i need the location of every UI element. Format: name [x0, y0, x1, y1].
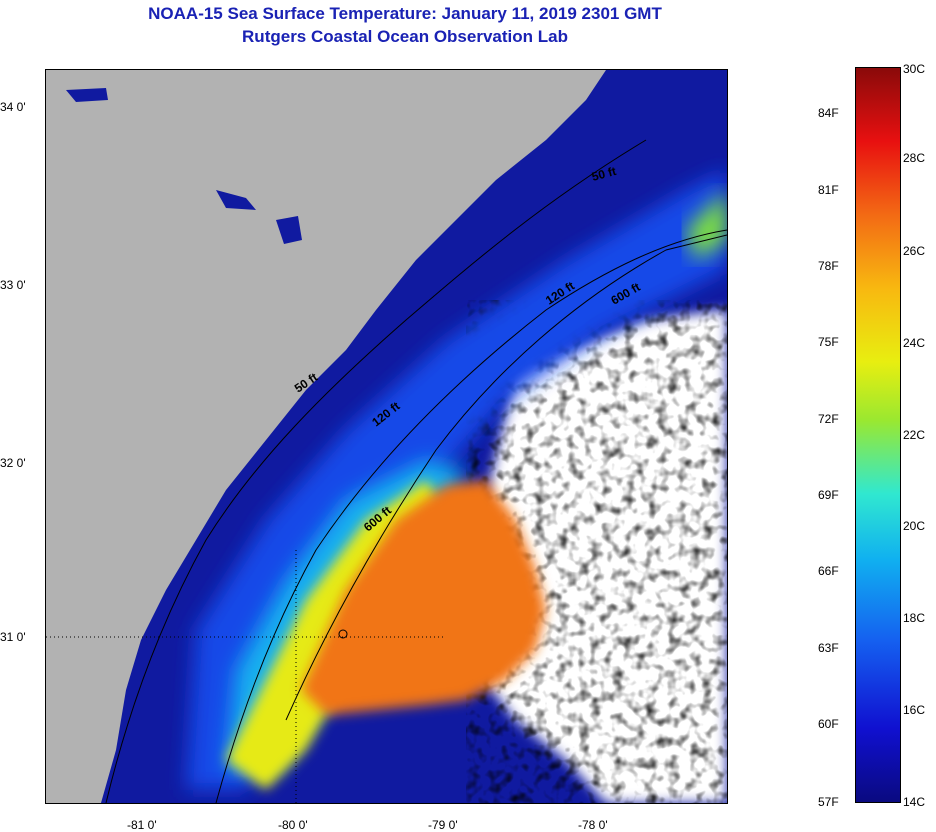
lat-label-31: 31 0': [0, 630, 26, 644]
lon-label-81: -81 0': [127, 818, 157, 832]
station-marker: [338, 629, 348, 639]
isobath-label: 50 ft: [590, 164, 617, 184]
graticule: [46, 550, 446, 803]
sst-map-canvas: 50 ft 120 ft 600 ft 50 ft 120 ft 600 ft: [46, 70, 727, 803]
colorbar-label-f: 60F: [818, 717, 839, 731]
colorbar: [855, 67, 901, 803]
map-title: NOAA-15 Sea Surface Temperature: January…: [148, 4, 662, 23]
colorbar-label-c: 26C: [903, 244, 926, 258]
colorbar-label-f: 78F: [818, 259, 839, 273]
colorbar-label-f: 72F: [818, 412, 839, 426]
colorbar-label-c: 16C: [903, 703, 926, 717]
colorbar-label-f: 69F: [818, 488, 839, 502]
colorbar-label-f: 81F: [818, 183, 839, 197]
colorbar-label-c: 14C: [903, 795, 926, 809]
colorbar-label-c: 28C: [903, 151, 926, 165]
colorbar-label-f: 63F: [818, 641, 839, 655]
lon-label-79: -79 0': [428, 818, 458, 832]
colorbar-label-c: 24C: [903, 336, 926, 350]
colorbar-label-c: 20C: [903, 519, 926, 533]
colorbar-label-c: 22C: [903, 428, 926, 442]
lat-label-32: 32 0': [0, 456, 26, 470]
colorbar-label-f: 75F: [818, 335, 839, 349]
land-mass: [46, 70, 606, 803]
lon-label-80: -80 0': [278, 818, 308, 832]
lat-label-34: 34 0': [0, 100, 26, 114]
sst-map: 50 ft 120 ft 600 ft 50 ft 120 ft 600 ft: [45, 69, 728, 804]
isobath-600ft: [285, 234, 727, 721]
sst-band-orange: [301, 480, 546, 715]
colorbar-label-f: 66F: [818, 564, 839, 578]
map-subtitle: Rutgers Coastal Ocean Observation Lab: [242, 27, 568, 46]
colorbar-gradient: [856, 68, 900, 802]
lat-label-33: 33 0': [0, 278, 26, 292]
colorbar-label-f: 84F: [818, 106, 839, 120]
isobath-120ft: [215, 229, 727, 803]
colorbar-label-c: 18C: [903, 611, 926, 625]
colorbar-label-f: 57F: [818, 795, 839, 809]
inland-water: [66, 88, 302, 244]
colorbar-label-c: 30C: [903, 62, 926, 76]
lon-label-78: -78 0': [578, 818, 608, 832]
isobath-50ft: [105, 139, 647, 803]
